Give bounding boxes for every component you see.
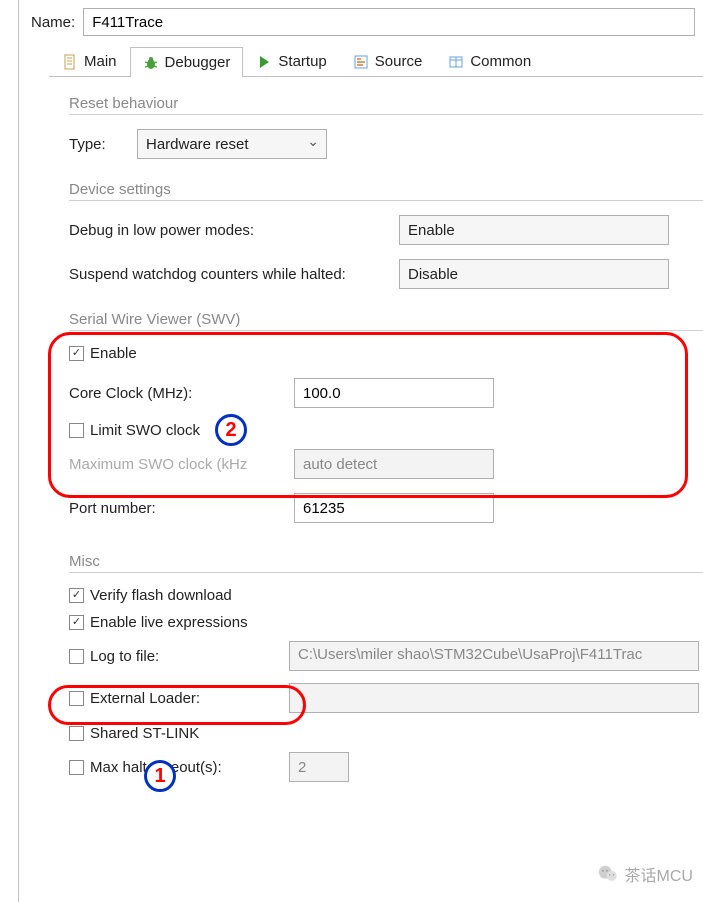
misc-title: Misc <box>69 553 703 573</box>
swv-enable-label: Enable <box>90 345 137 362</box>
reset-type-select[interactable]: Hardware reset <box>137 129 327 159</box>
tab-bar: Main Debugger Startup Source Common <box>49 46 703 77</box>
tab-debugger-label: Debugger <box>165 54 231 71</box>
low-power-select[interactable]: Enable <box>399 215 669 245</box>
log-path-input: C:\Users\miler shao\STM32Cube\UsaProj\F4… <box>289 641 699 671</box>
max-halt-input <box>289 752 349 782</box>
tab-source-label: Source <box>375 53 423 70</box>
misc-group: Misc Verify flash download Enable live e… <box>69 553 703 782</box>
core-clock-input[interactable] <box>294 378 494 408</box>
tab-main-label: Main <box>84 53 117 70</box>
verify-label: Verify flash download <box>90 587 232 604</box>
port-input[interactable] <box>294 493 494 523</box>
max-swo-input <box>294 449 494 479</box>
max-halt-checkbox[interactable] <box>69 760 84 775</box>
device-group: Device settings Debug in low power modes… <box>69 181 703 289</box>
ext-loader-checkbox[interactable] <box>69 691 84 706</box>
watchdog-label: Suspend watchdog counters while halted: <box>69 266 399 283</box>
device-title: Device settings <box>69 181 703 201</box>
swv-title: Serial Wire Viewer (SWV) <box>69 311 703 331</box>
watchdog-select[interactable]: Disable <box>399 259 669 289</box>
reset-group: Reset behaviour Type: Hardware reset <box>69 95 703 159</box>
bug-icon <box>143 55 159 71</box>
swv-enable-checkbox[interactable] <box>69 346 84 361</box>
name-input[interactable] <box>83 8 695 36</box>
tab-common[interactable]: Common <box>435 46 544 76</box>
reset-type-value: Hardware reset <box>146 136 249 153</box>
reset-type-label: Type: <box>69 136 129 153</box>
play-icon <box>256 54 272 70</box>
table-icon <box>448 54 464 70</box>
live-expr-checkbox[interactable] <box>69 615 84 630</box>
low-power-value: Enable <box>408 222 455 239</box>
watchdog-value: Disable <box>408 266 458 283</box>
reset-title: Reset behaviour <box>69 95 703 115</box>
low-power-label: Debug in low power modes: <box>69 222 399 239</box>
swv-group: Serial Wire Viewer (SWV) Enable Core Clo… <box>69 311 703 523</box>
shared-stlink-label: Shared ST-LINK <box>90 725 199 742</box>
log-checkbox[interactable] <box>69 649 84 664</box>
name-label: Name: <box>31 14 75 31</box>
tab-startup-label: Startup <box>278 53 326 70</box>
tab-startup[interactable]: Startup <box>243 46 339 76</box>
verify-checkbox[interactable] <box>69 588 84 603</box>
max-swo-label: Maximum SWO clock (kHz <box>69 456 294 473</box>
core-clock-label: Core Clock (MHz): <box>69 385 294 402</box>
tab-common-label: Common <box>470 53 531 70</box>
shared-stlink-checkbox[interactable] <box>69 726 84 741</box>
tab-debugger[interactable]: Debugger <box>130 47 244 77</box>
max-halt-label: Max halt timeout(s): <box>90 759 222 776</box>
limit-swo-checkbox[interactable] <box>69 423 84 438</box>
ext-loader-input <box>289 683 699 713</box>
tab-source[interactable]: Source <box>340 46 436 76</box>
log-label: Log to file: <box>90 648 159 665</box>
source-icon <box>353 54 369 70</box>
port-label: Port number: <box>69 500 294 517</box>
tab-main[interactable]: Main <box>49 46 130 76</box>
live-expr-label: Enable live expressions <box>90 614 248 631</box>
limit-swo-label: Limit SWO clock <box>90 422 200 439</box>
document-icon <box>62 54 78 70</box>
ext-loader-label: External Loader: <box>90 690 200 707</box>
